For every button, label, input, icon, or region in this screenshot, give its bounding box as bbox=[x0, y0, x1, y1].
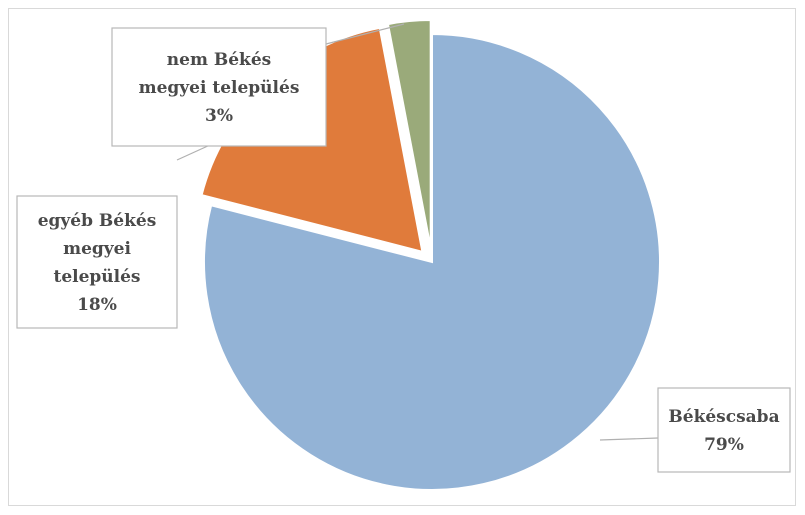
category-label: megyei település bbox=[139, 78, 300, 98]
category-label: nem Békés bbox=[167, 50, 271, 70]
slice-nem-bekes-megyei bbox=[386, 19, 432, 249]
slice-bekescsaba bbox=[203, 32, 661, 491]
category-label: település bbox=[53, 267, 140, 287]
leader-line bbox=[599, 437, 659, 441]
data-labels: Békéscsaba 79% egyéb Békés megyei település 1… bbox=[16, 27, 791, 473]
label-nem-bekes-megyei: nem Békés megyei település 3% bbox=[111, 27, 327, 147]
label-bekescsaba: Békéscsaba 79% bbox=[657, 387, 791, 473]
category-label: egyéb Békés bbox=[38, 211, 157, 231]
percent-label: 79% bbox=[704, 435, 744, 455]
leader-lines bbox=[176, 23, 659, 441]
category-label: megyei bbox=[63, 239, 131, 259]
label-box bbox=[111, 27, 327, 147]
label-egyeb-bekes-megyei: egyéb Békés megyei település 18% bbox=[16, 195, 178, 329]
leader-line bbox=[325, 23, 405, 45]
category-label: Békéscsaba bbox=[668, 407, 779, 427]
label-box bbox=[657, 387, 791, 473]
percent-label: 18% bbox=[77, 295, 117, 315]
chart-frame bbox=[8, 8, 796, 506]
percent-label: 3% bbox=[205, 106, 233, 126]
label-box bbox=[16, 195, 178, 329]
leader-line bbox=[176, 144, 211, 161]
